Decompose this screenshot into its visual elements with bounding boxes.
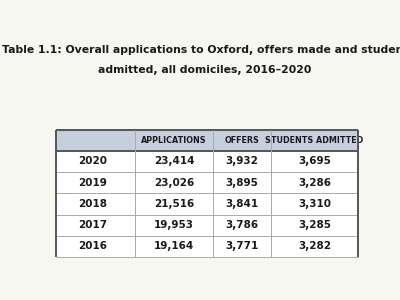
- Text: 3,282: 3,282: [298, 242, 331, 251]
- Text: 19,953: 19,953: [154, 220, 194, 230]
- Bar: [56, 151, 358, 172]
- Text: 21,516: 21,516: [154, 199, 194, 209]
- Bar: [56, 193, 358, 214]
- Text: APPLICATIONS: APPLICATIONS: [141, 136, 207, 145]
- Text: 3,895: 3,895: [226, 178, 258, 188]
- Text: 2016: 2016: [78, 242, 107, 251]
- Text: 3,310: 3,310: [298, 199, 331, 209]
- Text: STUDENTS ADMITTED: STUDENTS ADMITTED: [266, 136, 364, 145]
- Text: 3,695: 3,695: [298, 156, 331, 167]
- Text: 2017: 2017: [78, 220, 107, 230]
- Text: Table 1.1: Overall applications to Oxford, offers made and student: Table 1.1: Overall applications to Oxfor…: [2, 45, 400, 55]
- Bar: [56, 172, 358, 193]
- Text: admitted, all domiciles, 2016–2020: admitted, all domiciles, 2016–2020: [98, 65, 312, 75]
- Text: 19,164: 19,164: [154, 242, 194, 251]
- Text: 3,841: 3,841: [226, 199, 259, 209]
- Text: OFFERS: OFFERS: [225, 136, 260, 145]
- Text: 3,786: 3,786: [226, 220, 259, 230]
- Text: 3,932: 3,932: [226, 156, 258, 167]
- Bar: [56, 130, 358, 151]
- Text: 3,286: 3,286: [298, 178, 331, 188]
- Text: 3,285: 3,285: [298, 220, 331, 230]
- Text: 2019: 2019: [78, 178, 107, 188]
- Bar: [56, 236, 358, 257]
- Text: 23,026: 23,026: [154, 178, 194, 188]
- Text: 2020: 2020: [78, 156, 107, 167]
- Text: 2018: 2018: [78, 199, 107, 209]
- Text: 23,414: 23,414: [154, 156, 194, 167]
- Bar: [56, 214, 358, 236]
- Text: 3,771: 3,771: [226, 242, 259, 251]
